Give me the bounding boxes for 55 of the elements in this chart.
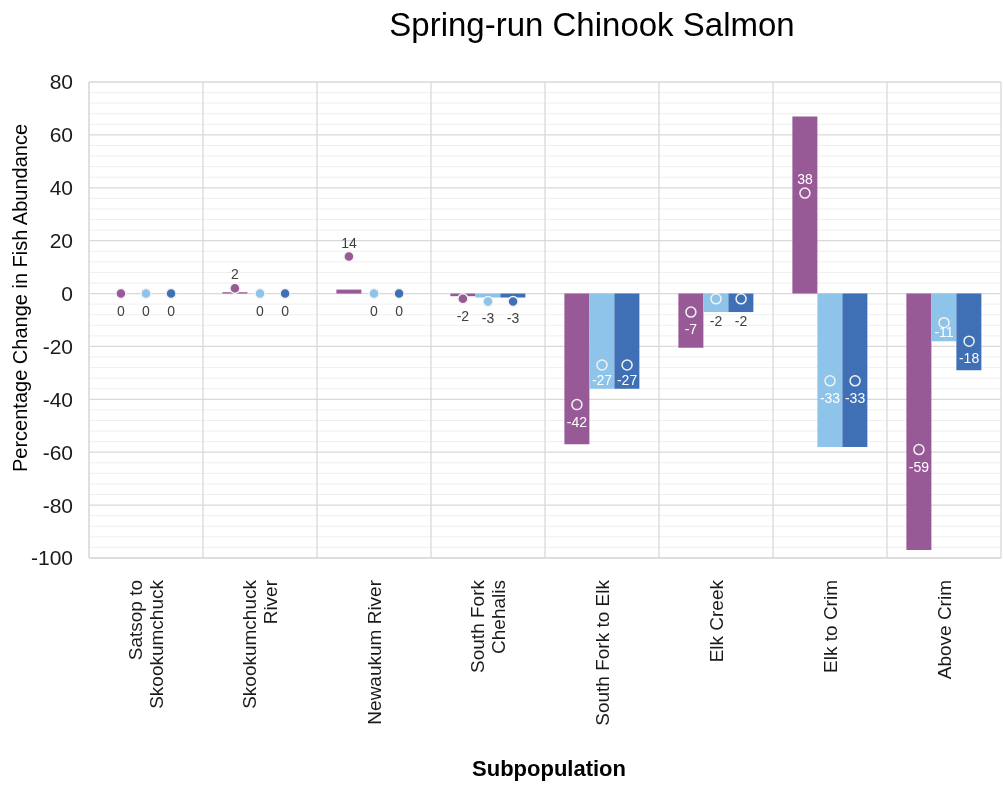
data-label: 0 bbox=[370, 302, 379, 319]
bar bbox=[842, 293, 868, 447]
bar bbox=[564, 293, 590, 445]
data-label: -27 bbox=[616, 371, 638, 388]
data-label: -2 bbox=[709, 313, 723, 330]
data-label: -18 bbox=[958, 350, 980, 367]
bar bbox=[678, 293, 704, 348]
data-label: -2 bbox=[456, 307, 470, 324]
y-tick-label: -100 bbox=[30, 546, 73, 570]
y-tick-label: 20 bbox=[49, 229, 73, 253]
data-label: 0 bbox=[281, 302, 290, 319]
data-label: 38 bbox=[797, 171, 813, 188]
bar bbox=[336, 289, 362, 294]
data-label: -42 bbox=[566, 413, 588, 430]
data-label: -33 bbox=[819, 389, 841, 406]
x-tick-label: South Fork Chehalis bbox=[467, 579, 510, 673]
x-tick-label: South Fork to Elk bbox=[591, 579, 613, 726]
x-tick-label: Satsop to Skookumchuck bbox=[125, 579, 168, 709]
data-label: -59 bbox=[908, 458, 930, 475]
x-tick-label: Above Crim bbox=[933, 580, 955, 680]
data-label: 2 bbox=[231, 266, 240, 283]
data-label: 0 bbox=[256, 302, 265, 319]
data-label: -7 bbox=[684, 321, 698, 338]
bar bbox=[614, 293, 640, 389]
y-tick-label: -60 bbox=[42, 440, 73, 464]
bar bbox=[589, 293, 615, 389]
y-axis-title: Percentage Change in Fish Abundance bbox=[8, 123, 32, 474]
y-tick-label: -80 bbox=[42, 493, 73, 517]
x-axis-title: Subpopulation bbox=[471, 756, 627, 782]
y-tick-label: -40 bbox=[42, 387, 73, 411]
data-label: 0 bbox=[142, 302, 151, 319]
chart-title: Spring-run Chinook Salmon bbox=[388, 6, 796, 44]
y-tick-label: 40 bbox=[49, 176, 73, 200]
x-tick-label: Newaukum River bbox=[363, 579, 385, 725]
y-tick-label: 60 bbox=[49, 123, 73, 147]
x-tick-label: Elk Creek bbox=[705, 579, 727, 663]
data-label: -11 bbox=[934, 324, 954, 341]
x-tick-label: Skookumchuck River bbox=[239, 579, 282, 709]
data-label: -3 bbox=[481, 310, 495, 327]
data-label: -27 bbox=[591, 371, 613, 388]
x-tick-label: Elk to Crim bbox=[819, 580, 841, 673]
data-label: -33 bbox=[844, 389, 866, 406]
data-label: 0 bbox=[117, 302, 126, 319]
bar bbox=[792, 116, 818, 294]
data-label: -2 bbox=[734, 313, 748, 330]
data-label: 0 bbox=[395, 302, 404, 319]
bar bbox=[906, 293, 932, 551]
bar bbox=[956, 293, 982, 371]
y-tick-label: 80 bbox=[49, 70, 73, 94]
data-label: 14 bbox=[341, 234, 357, 251]
y-tick-label: 0 bbox=[61, 282, 73, 306]
data-label: -3 bbox=[506, 310, 520, 327]
y-tick-label: -20 bbox=[42, 334, 73, 358]
data-label: 0 bbox=[167, 302, 176, 319]
bar bbox=[817, 293, 843, 447]
